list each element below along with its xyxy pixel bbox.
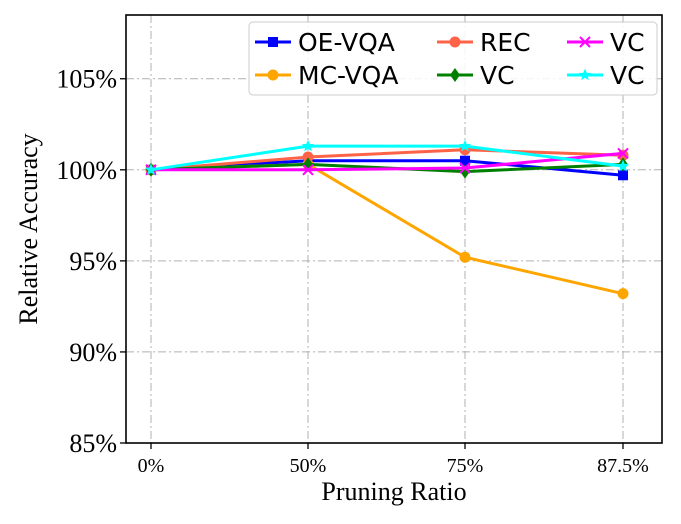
legend-frame [248,21,658,96]
legend: OE-VQA MC-VQA REC VC VC VC [248,21,658,96]
legend-marker [450,68,460,82]
data-point [301,139,315,152]
legend-marker [267,69,279,81]
data-point [460,155,470,166]
x-tick-label: 75% [447,455,484,477]
legend-label: OE-VQA [298,28,395,57]
series-1 [145,158,629,300]
x-tick-label: 87.5% [597,455,649,477]
data-point [616,159,630,172]
data-point [302,164,314,176]
legend-marker [578,68,592,81]
y-axis-label: Relative Accuracy [14,133,43,324]
plot-frame [125,14,663,444]
y-tick-label: 105% [56,65,117,94]
series-4 [145,147,629,176]
legend-marker [579,36,591,48]
series-line [150,144,624,172]
legend-item: OE-VQA [255,28,395,57]
data-point [617,288,629,300]
legend-label: REC [480,28,531,57]
legend-item: VC [567,61,645,90]
series-line [150,148,624,172]
axis-ticks: 0% 50% 75% 87.5% 85% 90% 95% 100% 105% [56,65,649,477]
legend-item: VC [567,28,645,57]
series-line [151,151,624,172]
legend-item: VC [437,61,515,90]
x-tick-label: 0% [138,455,165,477]
x-axis-label: Pruning Ratio [321,477,466,506]
series-line [150,162,624,296]
y-tick-label: 90% [69,338,117,367]
legend-marker [449,36,461,48]
legend-label: VC [610,28,645,57]
legend-item: REC [437,28,531,57]
data-point [618,170,628,181]
data-point [302,151,314,163]
y-tick-label: 85% [69,429,117,458]
data-point [459,162,471,174]
legend-label: MC-VQA [298,61,398,90]
legend-label: VC [480,61,515,90]
data-point [458,139,472,152]
y-tick-label: 95% [69,247,117,276]
data-point [144,163,158,176]
legend-marker [268,37,278,47]
data-point [617,147,629,160]
legend-item: MC-VQA [255,61,398,90]
y-tick-label: 100% [56,156,117,185]
x-tick-label: 50% [290,455,327,477]
series-5 [144,139,630,176]
data-point [459,251,471,263]
legend-label: VC [610,61,645,90]
series-group [144,139,630,300]
